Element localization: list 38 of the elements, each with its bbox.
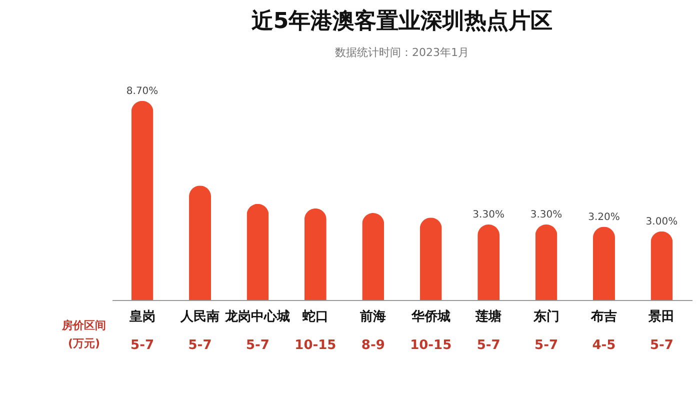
bar <box>650 231 673 300</box>
text: 5-7 <box>476 338 500 353</box>
bar <box>420 218 442 300</box>
x-tick-label: 布吉 <box>590 310 617 324</box>
bar <box>304 208 326 300</box>
text: 10-15 <box>294 338 336 353</box>
bar <box>592 226 615 300</box>
x-tick-label: 前海 <box>359 310 386 324</box>
text: 5-7 <box>246 338 270 353</box>
bar <box>535 224 558 300</box>
data-label: 3.30% <box>472 209 504 220</box>
bar <box>362 213 384 300</box>
chart-subtitle: 数据统计时间：2023年1月 <box>335 46 469 59</box>
x-tick-label: 人民南 <box>180 310 220 324</box>
text: 5-7 <box>650 338 674 353</box>
x-tick-label: 蛇口 <box>301 308 328 324</box>
text: 5-7 <box>534 338 558 353</box>
x-tick-label: 龙岗中心城 <box>224 308 290 324</box>
text: 4-5 <box>592 338 616 353</box>
text: 10-15 <box>410 338 452 353</box>
x-tick-label: 莲塘 <box>474 308 502 324</box>
x-tick-label: 景田 <box>648 310 675 324</box>
x-tick-label: 华侨城 <box>410 310 450 324</box>
data-label: 3.00% <box>646 216 678 228</box>
bar <box>189 186 212 300</box>
data-label: 3.20% <box>588 212 620 223</box>
chart-title: 近5年港澳客置业深圳热点片区 <box>250 8 553 34</box>
bar <box>131 100 154 300</box>
bar <box>246 204 269 300</box>
text: 8-9 <box>361 338 385 353</box>
x-tick-label: 东门 <box>532 308 560 324</box>
x-tick-label: 皇岗 <box>128 310 156 324</box>
bar <box>478 224 500 300</box>
text: 5-7 <box>130 338 154 353</box>
text: 房价区间 (万元) <box>61 319 106 350</box>
text: 5-7 <box>188 338 212 353</box>
data-label: 3.30% <box>530 209 562 220</box>
data-label: 8.70% <box>126 86 158 97</box>
